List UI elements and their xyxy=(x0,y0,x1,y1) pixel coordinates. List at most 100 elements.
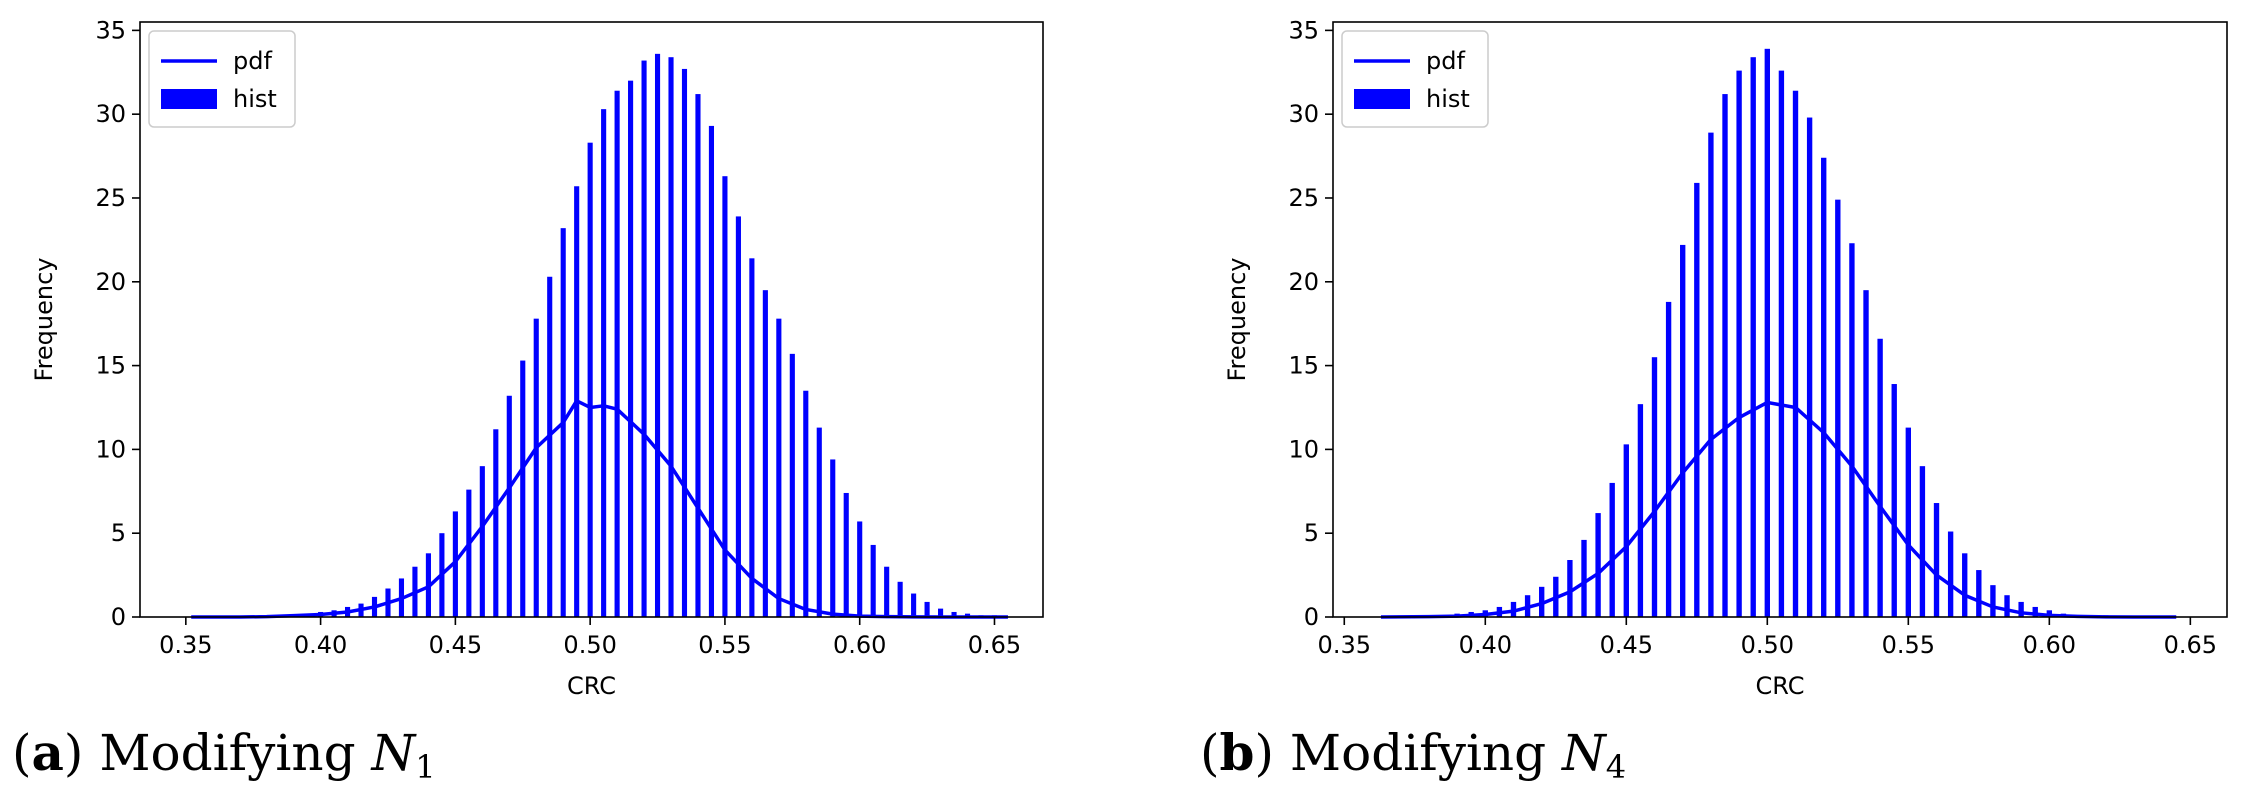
caption-variable: N xyxy=(371,724,416,782)
hist-bar xyxy=(938,608,944,617)
plot-area-frame xyxy=(139,21,1044,618)
y-tick-label: 0 xyxy=(1304,603,1319,631)
x-tick-label: 0.65 xyxy=(2164,631,2217,659)
caption-a: (a) Modifying N1 xyxy=(12,728,436,786)
hist-bar xyxy=(1665,301,1672,617)
hist-bar xyxy=(493,429,499,617)
caption-subscript: 1 xyxy=(415,748,436,786)
hist-bar xyxy=(1609,482,1615,617)
caption-paren-open: ( xyxy=(12,724,32,782)
y-tick-label: 15 xyxy=(1288,352,1319,380)
x-tick-label: 0.55 xyxy=(698,631,751,659)
hist-bar xyxy=(1821,157,1827,617)
hist-bar xyxy=(1905,427,1911,617)
hist-bar xyxy=(1778,70,1785,618)
x-tick-label: 0.45 xyxy=(1600,631,1653,659)
hist-bar xyxy=(1792,90,1799,618)
hist-bar xyxy=(1962,553,1968,617)
x-axis-label: CRC xyxy=(567,672,616,700)
x-axis-label: CRC xyxy=(1756,672,1805,700)
hist-bar xyxy=(2018,601,2024,617)
hist-bar xyxy=(708,125,715,618)
x-tick-label: 0.50 xyxy=(1741,631,1794,659)
legend-label-hist: hist xyxy=(1426,85,1470,113)
caption-variable: N xyxy=(1562,724,1606,782)
hist-bar xyxy=(1849,243,1855,618)
caption-b: (b) Modifying N4 xyxy=(1200,728,1627,786)
x-tick-label: 0.40 xyxy=(1459,631,1512,659)
hist-bar xyxy=(466,489,472,617)
legend-label-hist: hist xyxy=(233,85,277,113)
y-tick-label: 35 xyxy=(1288,16,1319,44)
hist-bar xyxy=(2032,606,2038,617)
hist-bar xyxy=(857,521,863,617)
x-tick-label: 0.45 xyxy=(429,631,482,659)
legend-hist-swatch xyxy=(161,89,217,109)
hist-bar xyxy=(1891,384,1897,617)
hist-bar xyxy=(1637,404,1644,617)
hist-bar xyxy=(1736,70,1742,618)
y-tick-label: 25 xyxy=(1288,184,1319,212)
hist-bar xyxy=(749,258,755,617)
hist-bar xyxy=(1990,585,1996,617)
y-tick-label: 10 xyxy=(1288,435,1319,463)
hist-bar xyxy=(1919,466,1926,617)
hist-bar xyxy=(1680,244,1686,618)
histogram-bars xyxy=(264,53,998,618)
hist-bar xyxy=(614,90,620,618)
y-tick-label: 10 xyxy=(95,435,126,463)
hist-bar xyxy=(1806,117,1813,617)
hist-bar xyxy=(1750,57,1756,617)
y-tick-label: 5 xyxy=(111,519,126,547)
pdf-line xyxy=(191,399,1008,619)
hist-bar xyxy=(1651,357,1658,617)
histogram-bars xyxy=(1412,48,2109,618)
y-axis-label: Frequency xyxy=(1223,258,1251,382)
hist-bar xyxy=(681,68,688,618)
caption-paren-open: ( xyxy=(1200,724,1220,782)
y-tick-label: 0 xyxy=(111,603,126,631)
caption-subscript: 4 xyxy=(1605,748,1627,786)
hist-bar xyxy=(924,601,930,617)
caption-text: Modifying xyxy=(1274,724,1563,782)
hist-bar xyxy=(479,466,485,617)
hist-bar xyxy=(520,360,526,617)
hist-bar xyxy=(1863,290,1869,617)
hist-bar xyxy=(1708,132,1714,617)
hist-bar xyxy=(870,544,876,617)
x-tick-label: 0.60 xyxy=(833,631,886,659)
hist-bar xyxy=(884,566,890,617)
legend-label-pdf: pdf xyxy=(1426,47,1465,75)
hist-bar xyxy=(1947,531,1954,617)
subplot-a: 0.35 0.40 0.45 0.50 0.55 0.60 0.65 0 5 10 15 20 25 30… xyxy=(30,16,1044,700)
hist-bar xyxy=(533,318,539,617)
hist-bar xyxy=(1581,539,1587,617)
y-tick-label: 5 xyxy=(1304,519,1319,547)
hist-bar xyxy=(506,395,512,617)
hist-bar xyxy=(601,109,607,618)
hist-bar xyxy=(1835,199,1841,617)
hist-bar xyxy=(587,142,593,617)
hist-bar xyxy=(1722,94,1728,617)
y-tick-label: 15 xyxy=(95,352,126,380)
legend: pdf hist xyxy=(148,30,296,128)
hist-bar xyxy=(1764,48,1770,617)
hist-bar xyxy=(641,60,647,618)
hist-bar xyxy=(547,276,553,617)
y-tick-label: 20 xyxy=(95,268,126,296)
x-tick-label: 0.65 xyxy=(968,631,1021,659)
caption-label: b xyxy=(1219,723,1255,782)
caption-label: a xyxy=(31,723,64,782)
legend-hist-swatch xyxy=(1354,89,1410,109)
hist-bar xyxy=(1694,182,1700,617)
x-tick-label: 0.35 xyxy=(159,631,212,659)
hist-bar xyxy=(654,53,661,618)
hist-bar xyxy=(722,176,728,617)
hist-bar xyxy=(668,57,674,617)
hist-bar xyxy=(1976,570,1982,617)
y-tick-label: 25 xyxy=(95,184,126,212)
hist-bar xyxy=(1623,444,1629,617)
subplot-b: 0.35 0.40 0.45 0.50 0.55 0.60 0.65 0 5 10 15 20 25 30… xyxy=(1223,16,2228,700)
x-tick-label: 0.35 xyxy=(1318,631,1371,659)
x-tick-label: 0.50 xyxy=(563,631,616,659)
